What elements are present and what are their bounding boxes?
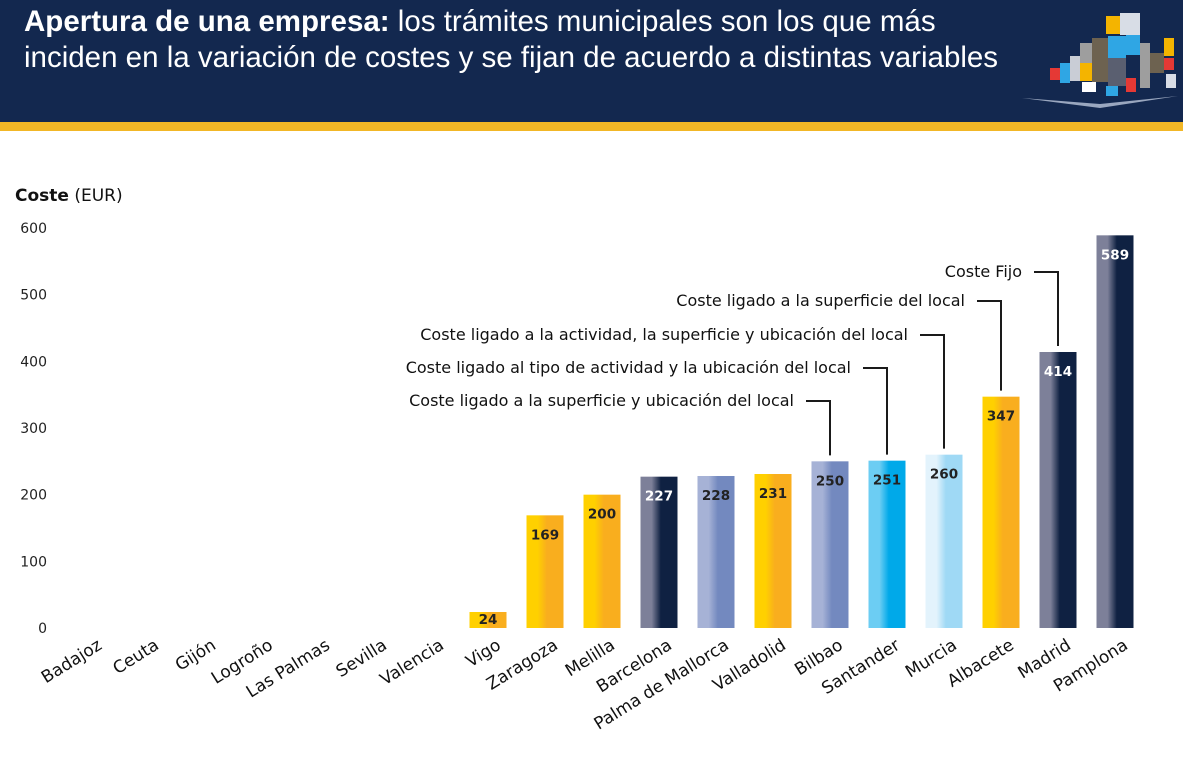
city-blocks-logo-icon [1022, 13, 1178, 108]
annotation-leader-line [1034, 271, 1059, 346]
bar-value-label: 169 [531, 527, 559, 543]
annotation-label: Coste ligado al tipo de actividad y la u… [406, 358, 851, 377]
bar-santander [868, 460, 906, 628]
bar-bilbao [811, 461, 849, 628]
bar-value-label: 200 [588, 507, 616, 523]
bar-murcia [925, 454, 963, 628]
bar-pamplona [1096, 235, 1134, 629]
header-stripe [0, 122, 1183, 131]
annotation-leader-line [806, 400, 831, 456]
annotation-label: Coste ligado a la actividad, la superfic… [420, 325, 908, 344]
x-category-label: Vigo [463, 635, 505, 672]
bar-palma-de-mallorca [697, 476, 735, 628]
y-tick-label: 400 [20, 354, 47, 370]
annotation-label: Coste ligado a la superficie del local [676, 291, 965, 310]
bar-vigo [469, 612, 507, 628]
bar-value-label: 24 [479, 612, 498, 628]
bar-zaragoza [526, 515, 564, 628]
y-tick-label: 300 [20, 421, 47, 437]
bar-melilla [583, 494, 621, 628]
annotations: Coste Fijo Coste ligado a la superficie d… [406, 262, 1022, 410]
bar-madrid [1039, 352, 1077, 628]
y-axis-label-unit: (EUR) [68, 186, 123, 206]
header-banner: Apertura de una empresa: los trámites mu… [0, 0, 1183, 122]
x-category-label: Badajoz [38, 635, 106, 688]
y-tick-label: 500 [20, 288, 47, 304]
bar-valladolid [754, 474, 792, 628]
annotation-label: Coste Fijo [945, 262, 1022, 281]
y-axis-label-bold: Coste [15, 186, 69, 206]
bar-value-label: 228 [702, 488, 730, 504]
annotation-leader-line [977, 300, 1002, 391]
bar-value-label: 231 [759, 486, 787, 502]
annotation-leader-line [863, 367, 888, 455]
bar-value-label: 414 [1044, 364, 1072, 380]
title-rest: los trámites municipales son los que más… [24, 5, 999, 74]
bar-albacete [982, 396, 1020, 628]
bar-value-label: 260 [930, 467, 958, 483]
y-axis-label: Coste (EUR) [15, 186, 123, 206]
y-tick-label: 100 [20, 554, 47, 570]
annotation-leader-line [920, 334, 945, 449]
bars: 24 169 200 227 228 231 250 251 260 347 414 589 [469, 235, 1134, 629]
bar-barcelona [640, 476, 678, 628]
title-bold: Apertura de una empresa: [24, 5, 390, 38]
y-tick-label: 600 [20, 221, 47, 237]
annotation-label: Coste ligado a la superficie y ubicación… [409, 391, 794, 410]
bar-value-label: 227 [645, 489, 673, 505]
x-category-label: Valencia [377, 635, 448, 690]
annotation-leaders [806, 271, 1059, 456]
bar-value-label: 589 [1101, 247, 1129, 263]
page-title: Apertura de una empresa: los trámites mu… [24, 4, 1014, 76]
bar-value-label: 250 [816, 473, 844, 489]
x-category-label: Ceuta [109, 635, 162, 679]
y-tick-label: 0 [38, 621, 47, 637]
y-axis-ticks: 0 100 200 300 400 500 600 [20, 221, 47, 637]
y-tick-label: 200 [20, 488, 47, 504]
bar-value-label: 347 [987, 409, 1015, 425]
bar-value-label: 251 [873, 473, 901, 489]
